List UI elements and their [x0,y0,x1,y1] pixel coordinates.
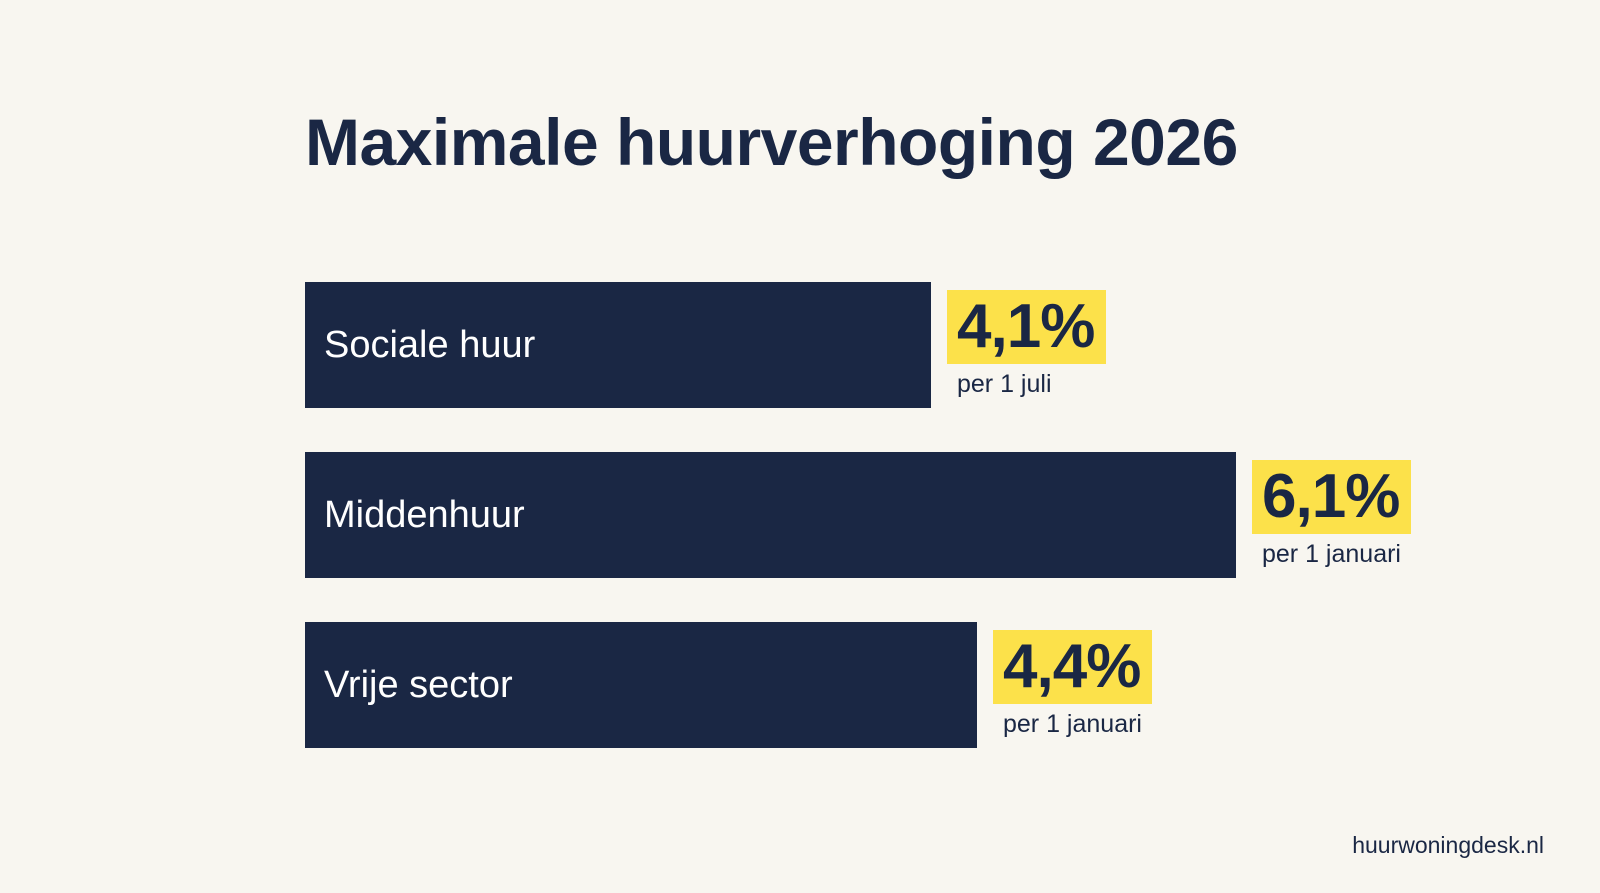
bar-value-label: 4,1% [947,290,1107,364]
bar-value-group: 6,1% per 1 januari [1252,460,1412,569]
bar-category-label: Middenhuur [324,494,525,536]
bar-value-group: 4,4% per 1 januari [993,630,1153,739]
bar-category-label: Sociale huur [324,324,536,366]
bar: Vrije sector [305,622,977,748]
bar: Middenhuur [305,452,1236,578]
bar-value-label: 6,1% [1252,460,1412,534]
chart-title: Maximale huurverhoging 2026 [305,105,1238,179]
bar-value-note: per 1 januari [1262,540,1401,568]
bar-value-note: per 1 juli [957,370,1052,398]
bar-value-label: 4,4% [993,630,1153,704]
bar-value-note: per 1 januari [1003,710,1142,738]
bar: Sociale huur [305,282,931,408]
bar-value-group: 4,1% per 1 juli [947,290,1107,399]
bar-category-label: Vrije sector [324,664,513,706]
source-label: huurwoningdesk.nl [1352,832,1544,858]
